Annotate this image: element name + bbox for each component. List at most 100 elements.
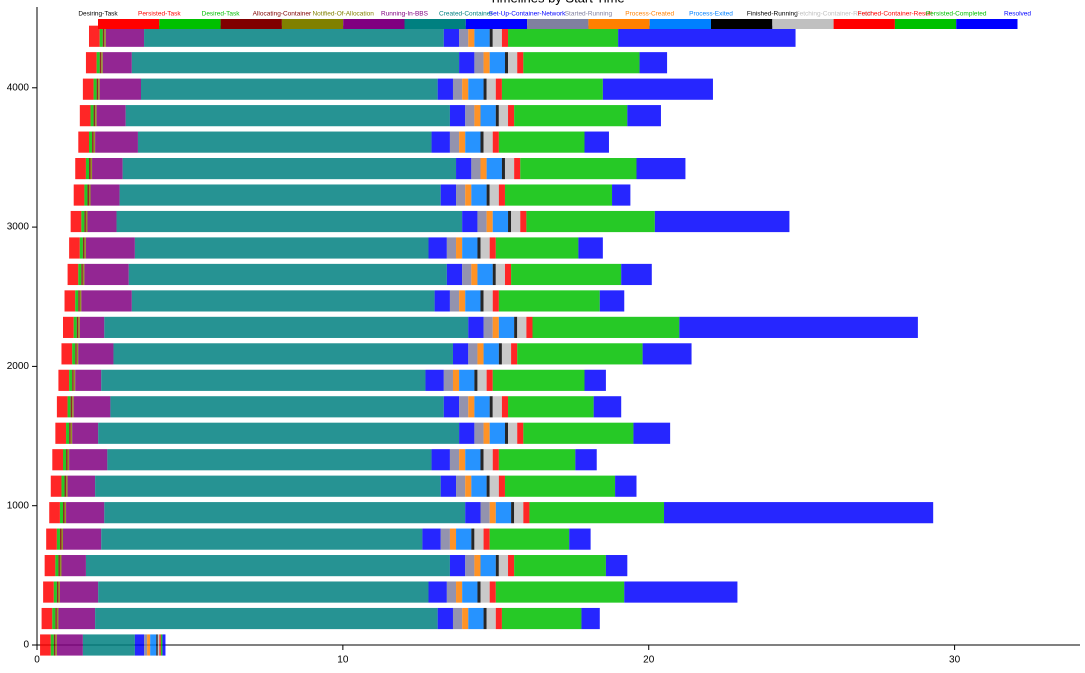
stage-segment bbox=[64, 502, 67, 524]
stage-segment bbox=[465, 475, 472, 497]
stage-segment bbox=[62, 316, 74, 338]
stage-segment bbox=[618, 25, 796, 47]
stage-segment bbox=[72, 369, 74, 391]
stage-segment bbox=[621, 263, 652, 286]
stage-segment bbox=[50, 634, 54, 656]
stage-segment bbox=[526, 210, 655, 233]
stage-segment bbox=[40, 634, 51, 656]
stage-segment bbox=[501, 607, 582, 630]
stage-segment bbox=[446, 237, 457, 259]
stage-segment bbox=[61, 343, 73, 365]
stage-segment bbox=[93, 105, 96, 127]
stage-segment bbox=[446, 581, 457, 603]
legend-label: Fetching-Container-Result bbox=[796, 11, 872, 18]
stage-segment bbox=[605, 555, 628, 577]
stage-segment bbox=[495, 607, 502, 630]
stage-segment bbox=[480, 290, 484, 312]
stage-segment bbox=[627, 105, 661, 127]
stage-segment bbox=[501, 158, 505, 180]
stage-segment bbox=[88, 158, 91, 180]
stage-segment bbox=[59, 555, 62, 577]
stage-segment bbox=[69, 449, 108, 471]
stage-segment bbox=[90, 105, 94, 127]
stage-segment bbox=[498, 184, 505, 206]
legend-label: Process-Exited bbox=[689, 11, 733, 18]
stage-segment bbox=[72, 343, 76, 365]
stage-segment bbox=[483, 52, 490, 74]
stage-segment bbox=[483, 316, 493, 338]
stage-segment bbox=[642, 343, 692, 365]
stage-segment bbox=[437, 78, 453, 100]
stage-segment bbox=[88, 184, 91, 206]
stage-segment bbox=[471, 528, 475, 550]
stage-segment bbox=[517, 316, 527, 338]
stage-segment bbox=[486, 158, 502, 180]
stage-segment bbox=[468, 607, 484, 630]
stage-segment bbox=[66, 475, 68, 497]
stage-segment bbox=[88, 131, 93, 153]
stage-segment bbox=[523, 52, 640, 74]
stage-segment bbox=[95, 475, 441, 497]
stage-segment bbox=[584, 369, 606, 391]
y-tick-label: 2000 bbox=[7, 361, 30, 372]
stage-segment bbox=[501, 78, 603, 100]
stage-segment bbox=[456, 158, 472, 180]
stage-segment bbox=[75, 369, 102, 391]
legend-label: Finished-Running bbox=[747, 11, 798, 18]
stage-segment bbox=[578, 237, 603, 259]
stage-segment bbox=[81, 210, 85, 233]
legend-swatch bbox=[98, 19, 160, 29]
stage-segment bbox=[85, 52, 97, 74]
stage-segment bbox=[508, 25, 619, 47]
stage-segment bbox=[55, 607, 57, 630]
stage-segment bbox=[633, 422, 671, 444]
legend-swatch bbox=[281, 19, 344, 29]
stage-segment bbox=[85, 555, 450, 577]
stage-segment bbox=[492, 290, 499, 312]
stage-segment bbox=[602, 78, 713, 100]
stage-segment bbox=[489, 237, 496, 259]
stage-segment bbox=[93, 131, 96, 153]
stage-segment bbox=[58, 607, 96, 630]
legend-swatch bbox=[894, 19, 957, 29]
stage-segment bbox=[98, 78, 100, 100]
stage-segment bbox=[465, 555, 475, 577]
stage-segment bbox=[70, 210, 82, 233]
stage-segment bbox=[160, 634, 163, 656]
legend-label: Running-In-BBS bbox=[381, 11, 429, 18]
stage-segment bbox=[492, 263, 496, 286]
stage-segment bbox=[88, 25, 100, 47]
stage-segment bbox=[504, 422, 509, 444]
stage-segment bbox=[465, 131, 481, 153]
stage-segment bbox=[67, 475, 96, 497]
stage-segment bbox=[477, 581, 481, 603]
stage-segment bbox=[508, 396, 594, 418]
stage-segment bbox=[508, 555, 515, 577]
stage-segment bbox=[654, 210, 790, 233]
legend-label: Created-Container bbox=[439, 11, 493, 18]
stage-segment bbox=[462, 581, 478, 603]
stage-segment bbox=[95, 105, 97, 127]
legend-label: Notified-Of-Allocation bbox=[312, 11, 374, 18]
stage-segment bbox=[480, 502, 490, 524]
stage-segment bbox=[58, 369, 70, 391]
stage-segment bbox=[514, 555, 606, 577]
stage-segment bbox=[162, 634, 166, 656]
stage-segment bbox=[489, 25, 493, 47]
stage-segment bbox=[128, 263, 447, 286]
stage-segment bbox=[443, 396, 460, 418]
stage-segment bbox=[679, 316, 918, 338]
stage-segment bbox=[575, 449, 597, 471]
stage-segment bbox=[495, 263, 505, 286]
stage-segment bbox=[471, 184, 487, 206]
stage-segment bbox=[465, 449, 481, 471]
stage-segment bbox=[483, 422, 490, 444]
y-tick-label: 4000 bbox=[7, 82, 30, 93]
stage-segment bbox=[468, 316, 484, 338]
stage-segment bbox=[431, 131, 450, 153]
stage-segment bbox=[526, 316, 533, 338]
stage-segment bbox=[78, 263, 82, 286]
stage-segment bbox=[84, 210, 86, 233]
stage-segment bbox=[64, 475, 67, 497]
stage-segment bbox=[131, 290, 435, 312]
